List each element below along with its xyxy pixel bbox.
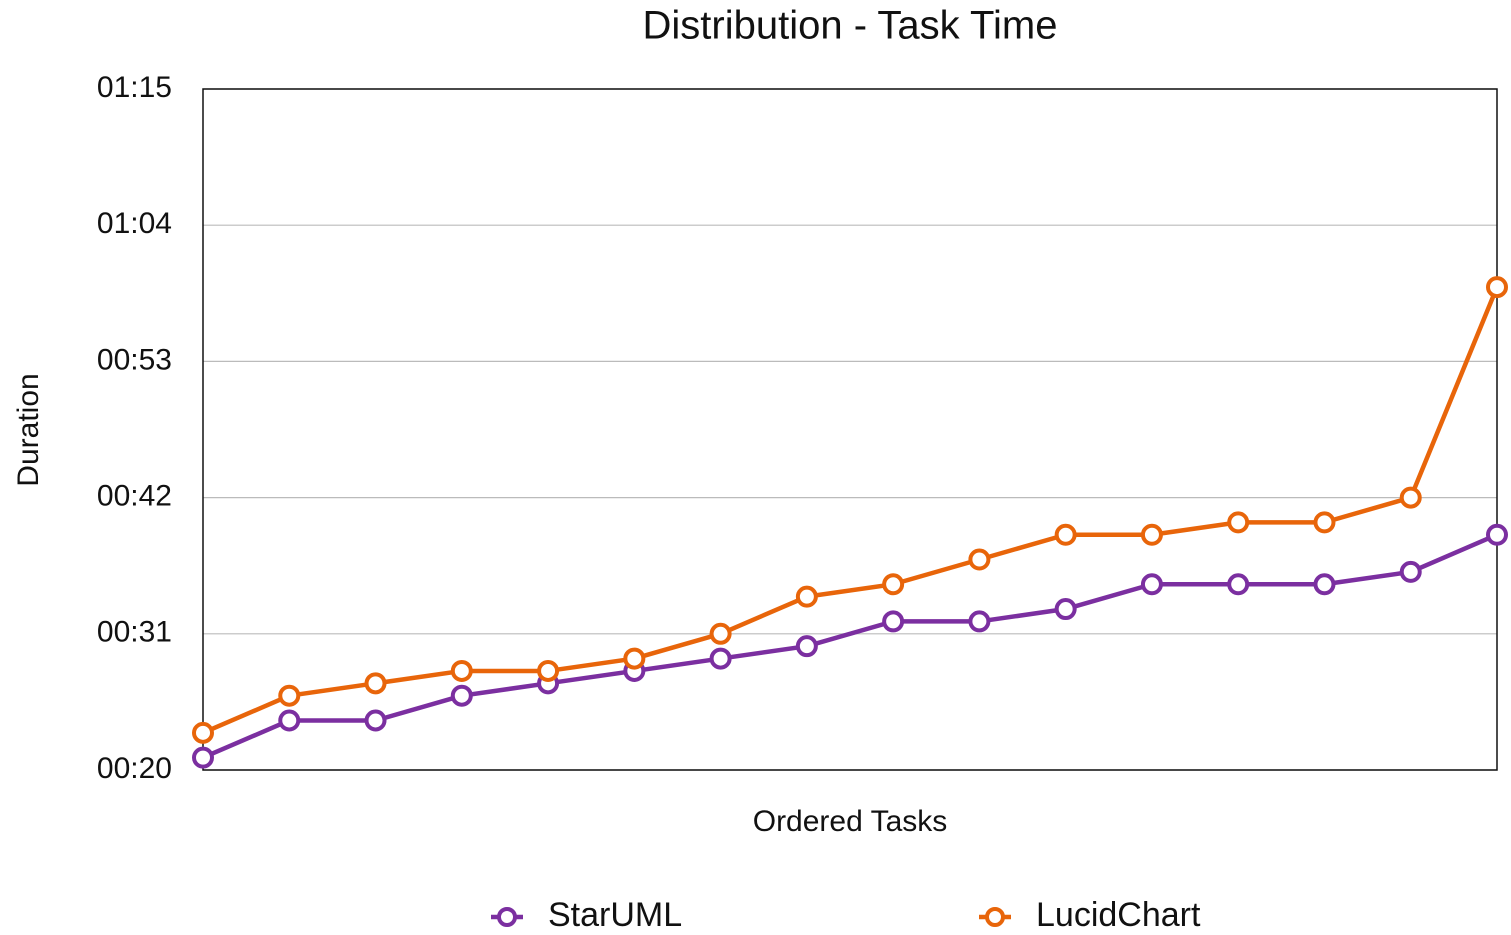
x-axis-label: Ordered Tasks xyxy=(753,805,948,838)
point xyxy=(1054,523,1077,546)
point xyxy=(1313,511,1336,534)
y-axis-label: Duration xyxy=(12,373,45,486)
point xyxy=(623,647,646,670)
point xyxy=(192,746,214,769)
point xyxy=(968,610,991,633)
point xyxy=(1227,573,1250,596)
y-tick-label: 01:04 xyxy=(97,207,172,240)
point xyxy=(278,709,301,732)
series-line xyxy=(202,286,1500,735)
point xyxy=(537,659,560,682)
chart-title: Distribution - Task Time xyxy=(643,4,1058,48)
legend-label: StarUML xyxy=(548,896,682,934)
legend-marker xyxy=(497,907,517,927)
point xyxy=(882,573,905,596)
series-line xyxy=(202,532,1498,760)
point xyxy=(1399,560,1422,583)
point xyxy=(968,548,991,571)
point xyxy=(795,585,818,608)
point xyxy=(795,635,818,658)
y-tick-label: 00:31 xyxy=(97,616,172,649)
point xyxy=(1054,598,1077,621)
point xyxy=(1486,523,1508,546)
legend-marker xyxy=(985,907,1005,927)
y-tick-label: 00:42 xyxy=(97,480,172,513)
point xyxy=(709,647,732,670)
point xyxy=(1140,573,1163,596)
point xyxy=(192,721,214,744)
point xyxy=(450,684,473,707)
legend-label: LucidChart xyxy=(1036,896,1201,934)
y-tick-label: 00:20 xyxy=(97,752,172,785)
point xyxy=(1227,511,1250,534)
plot-frame xyxy=(202,88,1498,771)
point xyxy=(278,684,301,707)
point xyxy=(1313,573,1336,596)
point xyxy=(364,709,387,732)
y-tick-label: 01:15 xyxy=(97,71,172,104)
point xyxy=(1399,486,1422,509)
point xyxy=(450,659,473,682)
point xyxy=(1140,523,1163,546)
point xyxy=(1486,276,1508,299)
y-tick-label: 00:53 xyxy=(97,343,172,376)
point xyxy=(882,610,905,633)
point xyxy=(364,672,387,695)
point xyxy=(709,622,732,645)
